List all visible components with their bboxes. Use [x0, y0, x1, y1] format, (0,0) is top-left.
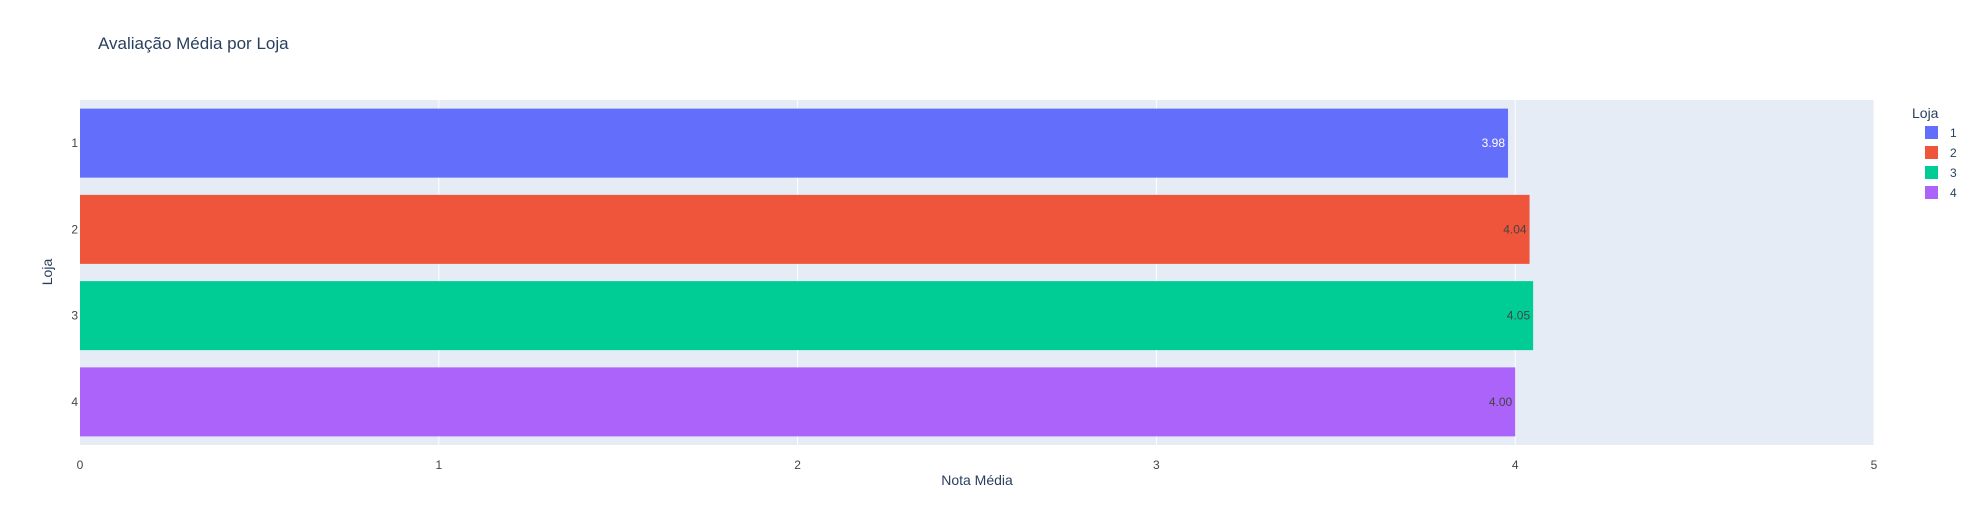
legend-items: 1 2 3 4 — [1925, 126, 1957, 200]
bar-loja-4 — [80, 367, 1516, 437]
y-tick-label: 1 — [71, 136, 78, 150]
y-tick-label: 4 — [71, 395, 78, 409]
x-tick-label: 3 — [1153, 458, 1160, 472]
legend-swatch[interactable] — [1925, 166, 1938, 179]
bars — [80, 108, 1534, 437]
y-axis-ticks: 1 2 3 4 — [71, 136, 78, 409]
bar-loja-1 — [80, 108, 1509, 178]
x-tick-label: 0 — [77, 458, 84, 472]
x-axis-title: Nota Média — [941, 472, 1013, 488]
y-axis-title: Loja — [39, 259, 55, 286]
y-tick-label: 3 — [71, 309, 78, 323]
legend-swatch[interactable] — [1925, 126, 1938, 139]
bar-loja-3 — [80, 281, 1534, 351]
bar-loja-2 — [80, 194, 1530, 264]
y-tick-label: 2 — [71, 222, 78, 236]
legend-swatch[interactable] — [1925, 146, 1938, 159]
x-tick-label: 4 — [1512, 458, 1519, 472]
chart-title: Avaliação Média por Loja — [98, 34, 289, 53]
bar-data-labels: 3.98 4.04 4.05 4.00 — [1482, 136, 1531, 409]
bar-data-label: 4.05 — [1507, 309, 1531, 323]
legend-item-label[interactable]: 2 — [1950, 146, 1957, 160]
x-tick-label: 2 — [794, 458, 801, 472]
x-tick-label: 5 — [1871, 458, 1878, 472]
legend-swatch[interactable] — [1925, 186, 1938, 199]
legend-item-label[interactable]: 3 — [1950, 166, 1957, 180]
legend: Loja 1 2 3 4 — [1912, 105, 1957, 200]
legend-item-label[interactable]: 4 — [1950, 186, 1957, 200]
x-axis-ticks: 0 1 2 3 4 5 — [77, 458, 1878, 472]
bar-data-label: 4.04 — [1503, 222, 1527, 236]
legend-item-label[interactable]: 1 — [1950, 126, 1957, 140]
legend-title: Loja — [1912, 105, 1939, 121]
bar-data-label: 3.98 — [1482, 136, 1506, 150]
x-tick-label: 1 — [435, 458, 442, 472]
bar-data-label: 4.00 — [1489, 395, 1513, 409]
